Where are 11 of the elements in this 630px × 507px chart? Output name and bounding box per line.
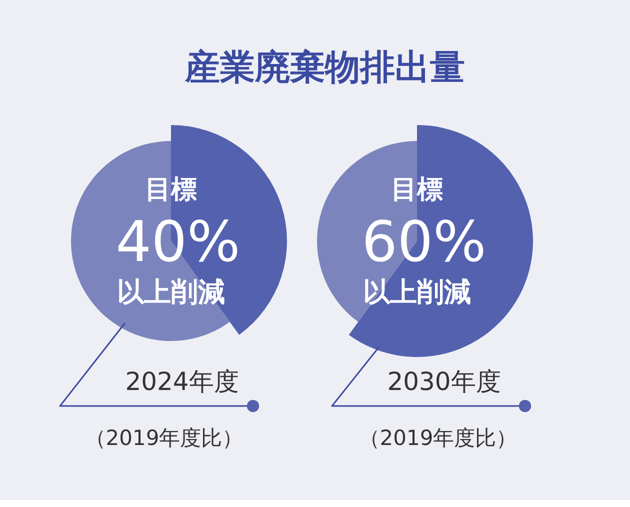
data-label: 60% (362, 210, 486, 275)
text: 以上削減 (117, 277, 225, 308)
text: 2030年度 (387, 367, 501, 396)
text: （2019年度比） (358, 426, 518, 450)
text: 以上削減 (363, 277, 471, 308)
text: （2019年度比） (84, 426, 244, 450)
text: 目標 (391, 175, 443, 205)
text: 2024年度 (125, 367, 239, 396)
data-label: 40% (116, 210, 240, 275)
text: 目標 (145, 175, 197, 205)
chart-title: 産業廃棄物排出量 (184, 48, 465, 88)
